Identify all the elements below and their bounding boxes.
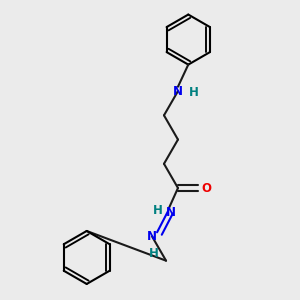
Text: H: H — [153, 204, 162, 217]
Text: O: O — [201, 182, 211, 194]
Text: N: N — [166, 206, 176, 219]
Text: N: N — [147, 230, 157, 243]
Text: H: H — [149, 247, 159, 260]
Text: H: H — [189, 86, 199, 99]
Text: N: N — [173, 85, 183, 98]
